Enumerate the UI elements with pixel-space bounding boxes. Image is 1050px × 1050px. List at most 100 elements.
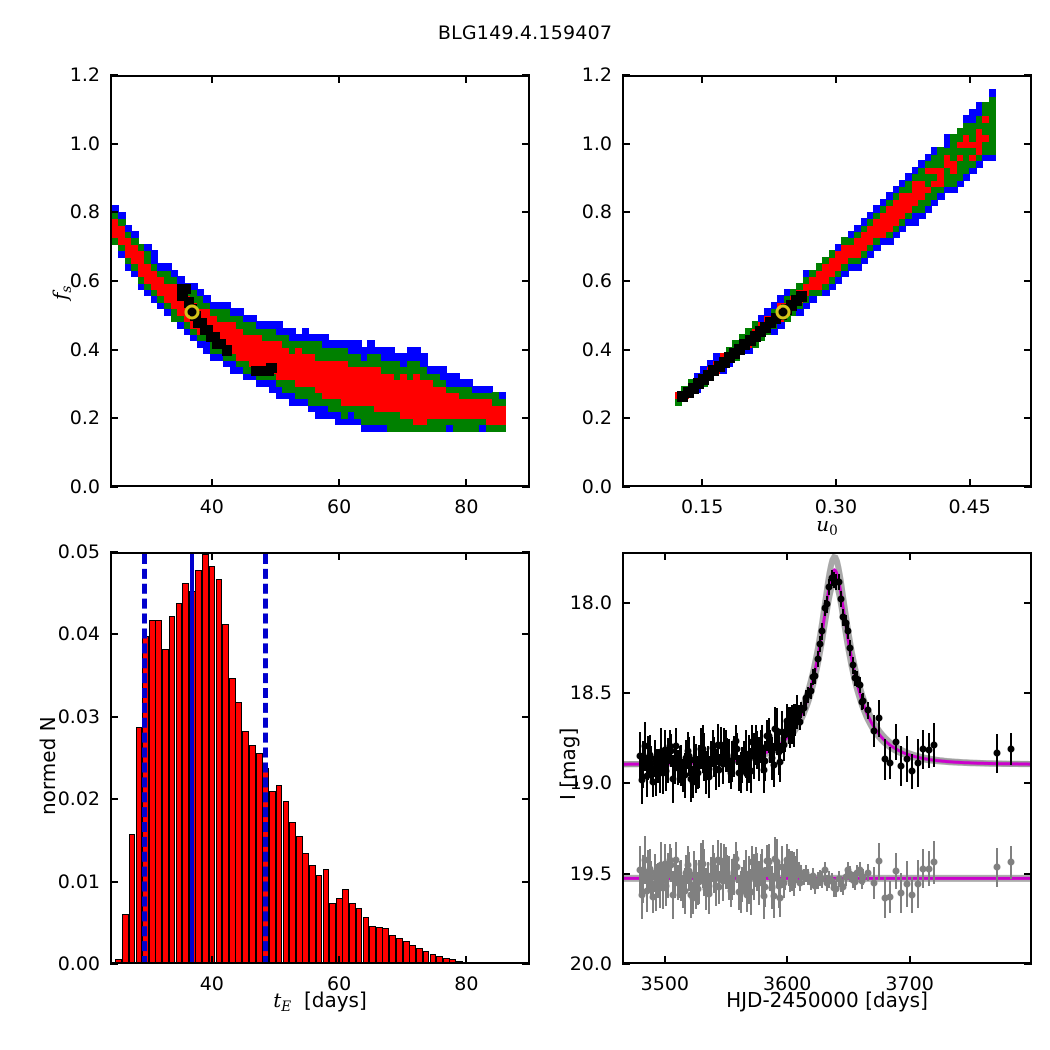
te-fs-density-cell (400, 359, 408, 368)
te-fs-density-cell (393, 353, 402, 361)
te-fs-density-cell (492, 404, 500, 413)
te-hist-yticklabel: 0.01 (57, 870, 100, 893)
u0-fs-density-cell (918, 185, 926, 194)
lightcurve-data-point (908, 767, 916, 775)
lightcurve-data-point (672, 742, 680, 750)
te-fs-density-cell (236, 334, 244, 342)
te-fs-density-cell (367, 385, 375, 393)
te-fs-density-cell (328, 398, 336, 406)
te-hist-bar (229, 677, 236, 962)
u0-fs-density-cell (866, 250, 875, 258)
te-fs-density-cell (380, 411, 389, 419)
te-fs-density-cell (301, 353, 310, 361)
te-fs-density-cell (334, 366, 343, 374)
lightcurve-xlabel: HJD-2450000 [days] (726, 988, 928, 1012)
lightcurve-data-point (770, 761, 778, 769)
te-fs-density-cell (492, 417, 500, 426)
te-fs-density-cell (452, 417, 461, 426)
te-fs-density-cell (144, 250, 152, 258)
te-hist-bar (168, 615, 176, 962)
lightcurve-yticklabel: 20.0 (569, 953, 612, 975)
te-fs-density-cell (354, 404, 362, 413)
lightcurve-data-point (797, 869, 805, 877)
te-fs-density-cell (387, 379, 395, 387)
te-hist-xtick (338, 552, 341, 560)
te-fs-density-cell (131, 231, 139, 239)
u0-fs-density-cell (822, 269, 830, 278)
lightcurve-data-point (715, 766, 723, 774)
u0-fs-density-cell (802, 282, 811, 290)
u0-fs-density-cell (886, 211, 894, 220)
u0-fs-density-cell (988, 108, 997, 117)
u0-fs-density-cell (931, 173, 939, 181)
lightcurve-data-point (641, 856, 649, 864)
te-hist-bar (288, 821, 296, 962)
te-fs-density-cell (282, 372, 290, 381)
u0-fs-density-cell (905, 185, 913, 194)
te-fs-density-cell (354, 417, 362, 426)
te-fs-density-cell (419, 379, 428, 387)
te-fs-density-cell (360, 372, 369, 381)
lightcurve-data-point (636, 752, 644, 760)
te-fs-density-cell (413, 359, 421, 368)
te-fs-xticklabel: 80 (454, 496, 479, 518)
u0-fs-density-cell (828, 282, 836, 290)
te-fs-density-cell (314, 372, 323, 381)
u0-fs-density-cell (975, 160, 984, 168)
te-fs-density-cell (452, 372, 461, 381)
lightcurve-data-point (846, 644, 854, 652)
te-fs-density-cell (334, 398, 343, 406)
lightcurve-data-point (722, 864, 730, 872)
te-fs-density-cell (242, 321, 251, 329)
u0-fs-density-cell (931, 166, 939, 175)
lightcurve-data-point (748, 738, 756, 746)
u0-fs-density-cell (834, 250, 843, 258)
u0-fs-density-cell (815, 282, 824, 290)
lightcurve-data-point (694, 885, 702, 893)
te-fs-density-cell (367, 359, 375, 368)
u0-fs-density-cell (943, 160, 952, 168)
u0-fs-density-cell (879, 198, 888, 207)
lightcurve-data-point (925, 865, 933, 873)
te-fs-density-cell (472, 411, 480, 419)
lightcurve-data-point (783, 856, 791, 864)
te-fs-density-cell (446, 372, 454, 381)
te-hist-bar (155, 619, 162, 962)
te-fs-density-cell (269, 340, 277, 348)
te-fs-density-cell (275, 334, 284, 342)
u0-fs-density-cell (969, 160, 977, 168)
lightcurve-data-point (700, 868, 708, 876)
u0-fs-density-cell (815, 269, 824, 278)
lightcurve-data-point (846, 870, 854, 878)
te-fs-density-cell (255, 340, 264, 348)
u0-fs-density-cell (918, 192, 926, 200)
te-fs-density-cell (459, 391, 467, 400)
te-fs-density-cell (150, 276, 159, 284)
u0-fs-density-cell (950, 160, 958, 168)
u0-fs-density-cell (751, 321, 760, 329)
te-hist-bar (282, 801, 290, 962)
u0-fs-density-cell (956, 173, 965, 181)
te-fs-density-cell (465, 411, 474, 419)
te-fs-density-cell (164, 276, 172, 284)
lightcurve-data-point (669, 891, 677, 899)
te-hist-bar (402, 941, 410, 962)
te-fs-density-cell (367, 417, 375, 426)
te-fs-density-cell (112, 218, 120, 226)
te-hist-bar (349, 903, 357, 962)
te-fs-density-cell (275, 340, 284, 348)
te-fs-density-cell (196, 295, 205, 303)
lightcurve-data-point (752, 741, 760, 749)
lightcurve-data-point (823, 600, 831, 608)
te-fs-density-cell (380, 385, 389, 393)
u0-fs-density-cell (931, 198, 939, 207)
u0-fs-density-cell (988, 89, 997, 97)
te-fs-density-cell (433, 391, 441, 400)
u0-fs-density-cell (847, 263, 856, 271)
te-fs-density-cell (426, 417, 435, 426)
te-fs-density-cell (426, 424, 435, 432)
u0-fs-density-cell (956, 179, 965, 187)
te-fs-density-cell (328, 385, 336, 393)
te-fs-density-cell (275, 353, 284, 361)
te-fs-density-cell (223, 321, 231, 329)
